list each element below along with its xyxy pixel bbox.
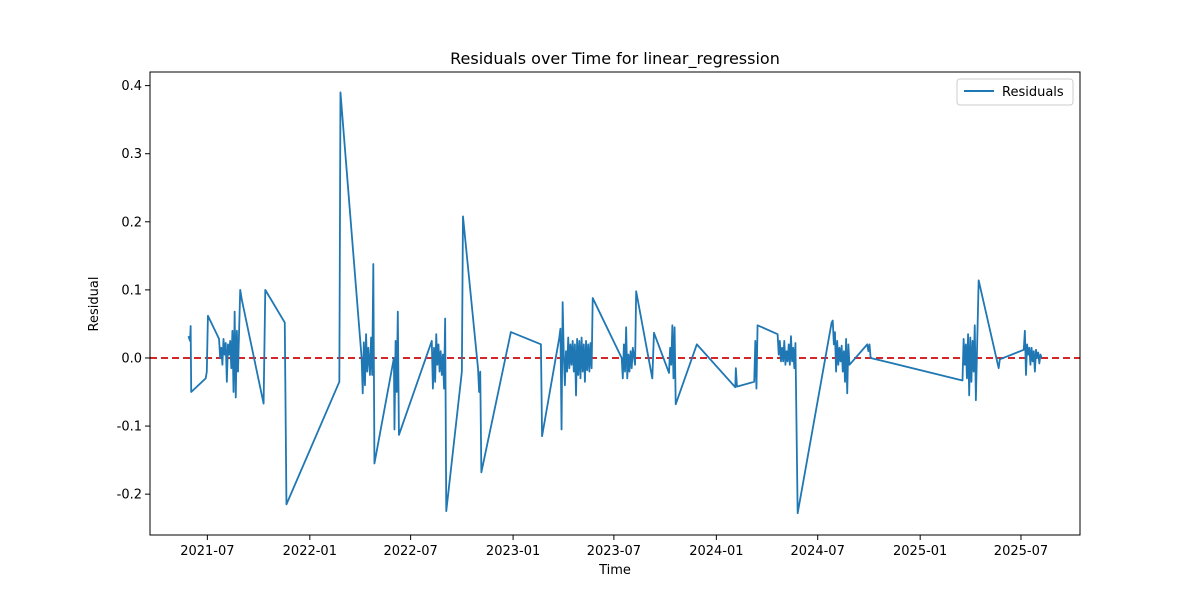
chart-title: Residuals over Time for linear_regressio…: [450, 49, 780, 69]
y-tick-label: 0.2: [121, 215, 142, 230]
y-tick-label: 0.3: [121, 147, 142, 162]
x-tick-label: 2023-01: [486, 544, 540, 559]
y-tick-label: 0.4: [121, 79, 142, 94]
x-axis-title: Time: [598, 563, 631, 578]
x-tick-label: 2025-07: [994, 544, 1048, 559]
y-tick-label: -0.1: [117, 420, 142, 435]
x-axis-ticks: 2021-07 2022-01 2022-07 2023-01 2023-07 2024-…: [180, 535, 1048, 559]
plot-area: [150, 72, 1080, 535]
series-line-residuals: [187, 91, 1043, 515]
y-tick-label: 0.0: [121, 351, 142, 366]
y-tick-label: 0.1: [121, 283, 142, 298]
y-tick-label: -0.2: [117, 488, 142, 503]
legend-label-residuals: Residuals: [1002, 85, 1064, 100]
x-tick-label: 2021-07: [180, 544, 234, 559]
legend: Residuals: [956, 78, 1074, 106]
x-tick-label: 2022-07: [383, 544, 437, 559]
x-tick-label: 2025-01: [893, 544, 947, 559]
legend-box: [956, 78, 1074, 106]
x-tick-label: 2024-07: [791, 544, 845, 559]
y-axis-ticks: -0.2 -0.1 0.0 0.1 0.2 0.3 0.4: [117, 79, 150, 503]
x-tick-label: 2023-07: [587, 544, 641, 559]
x-tick-label: 2022-01: [283, 544, 337, 559]
x-tick-label: 2024-01: [689, 544, 743, 559]
y-axis-title: Residual: [87, 277, 102, 332]
plot-frame: [149, 71, 1081, 536]
series-layer: [187, 91, 1043, 515]
